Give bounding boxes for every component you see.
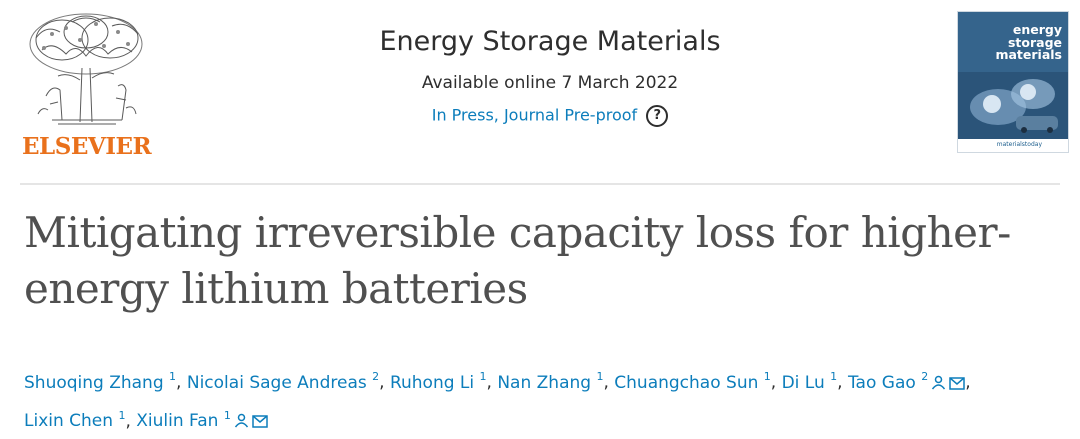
email-icon[interactable]	[949, 370, 965, 401]
article-title: Mitigating irreversible capacity loss fo…	[24, 208, 1011, 313]
affiliation-marker: 1	[596, 370, 604, 383]
cover-title: energy storage materials	[995, 22, 1062, 62]
author-link[interactable]: Di Lu 1	[781, 370, 838, 393]
affiliation-marker: 1	[118, 408, 126, 422]
elsevier-tree-icon	[22, 10, 150, 128]
in-press-link[interactable]: In Press, Journal Pre-proof	[431, 105, 638, 125]
help-icon[interactable]: ?	[646, 105, 669, 127]
author-link[interactable]: Nan Zhang 1	[497, 370, 604, 393]
affiliation-marker: 1	[223, 408, 231, 422]
author-name: Di Lu	[781, 372, 825, 393]
author-separator: ,	[125, 411, 137, 432]
author-name: Ruhong Li	[389, 372, 475, 393]
author-name: Nan Zhang	[497, 372, 592, 393]
author-link[interactable]: Tao Gao 2	[847, 370, 965, 393]
author-separator: ,	[379, 372, 390, 393]
author-link[interactable]: Xiulin Fan 1	[136, 408, 268, 432]
journal-info: Energy Storage Materials Available onlin…	[250, 26, 850, 127]
email-icon[interactable]	[252, 408, 268, 439]
author-link[interactable]: Ruhong Li 1	[389, 370, 487, 393]
author-name: Shuoqing Zhang	[24, 372, 164, 393]
author-separator: ,	[837, 372, 848, 393]
author-link[interactable]: Nicolai Sage Andreas 2	[186, 370, 380, 393]
author-link[interactable]: Shuoqing Zhang 1	[24, 370, 177, 393]
header-divider	[20, 183, 1060, 185]
affiliation-marker: 1	[830, 370, 838, 383]
author-separator: ,	[176, 372, 187, 393]
author-separator: ,	[965, 372, 971, 393]
author-name: Chuangchao Sun	[614, 372, 759, 393]
author-name: Tao Gao	[847, 372, 916, 393]
journal-cover-image[interactable]: energy storage materials materialstoday	[958, 12, 1068, 152]
person-icon[interactable]	[931, 370, 946, 401]
author-name: Nicolai Sage Andreas	[186, 372, 367, 393]
elsevier-logo[interactable]: ELSEVIER	[22, 10, 152, 160]
person-icon[interactable]	[234, 408, 249, 439]
affiliation-marker: 2	[921, 370, 929, 383]
author-separator: ,	[603, 372, 615, 393]
affiliation-marker: 1	[763, 370, 771, 383]
article-header: ELSEVIER Energy Storage Materials Availa…	[0, 0, 1080, 185]
journal-title-link[interactable]: Energy Storage Materials	[379, 26, 721, 57]
affiliation-marker: 1	[169, 370, 177, 383]
author-separator: ,	[770, 372, 782, 393]
author-list: Shuoqing Zhang 1, Nicolai Sage Andreas 2…	[24, 362, 1064, 439]
author-name: Lixin Chen	[24, 411, 114, 432]
available-online-date: Available online 7 March 2022	[421, 73, 679, 93]
elsevier-wordmark: ELSEVIER	[22, 133, 152, 160]
affiliation-marker: 1	[479, 370, 487, 383]
author-name: Xiulin Fan	[136, 411, 219, 432]
cover-artwork	[958, 12, 1068, 152]
author-link[interactable]: Chuangchao Sun 1	[614, 370, 771, 393]
author-link[interactable]: Lixin Chen 1	[24, 408, 126, 432]
cover-footer: materialstoday	[958, 139, 1068, 152]
author-separator: ,	[486, 372, 498, 393]
cover-footer-text: materialstoday	[996, 141, 1042, 148]
affiliation-marker: 2	[372, 370, 380, 383]
publication-status: In Press, Journal Pre-proof ?	[250, 105, 850, 127]
